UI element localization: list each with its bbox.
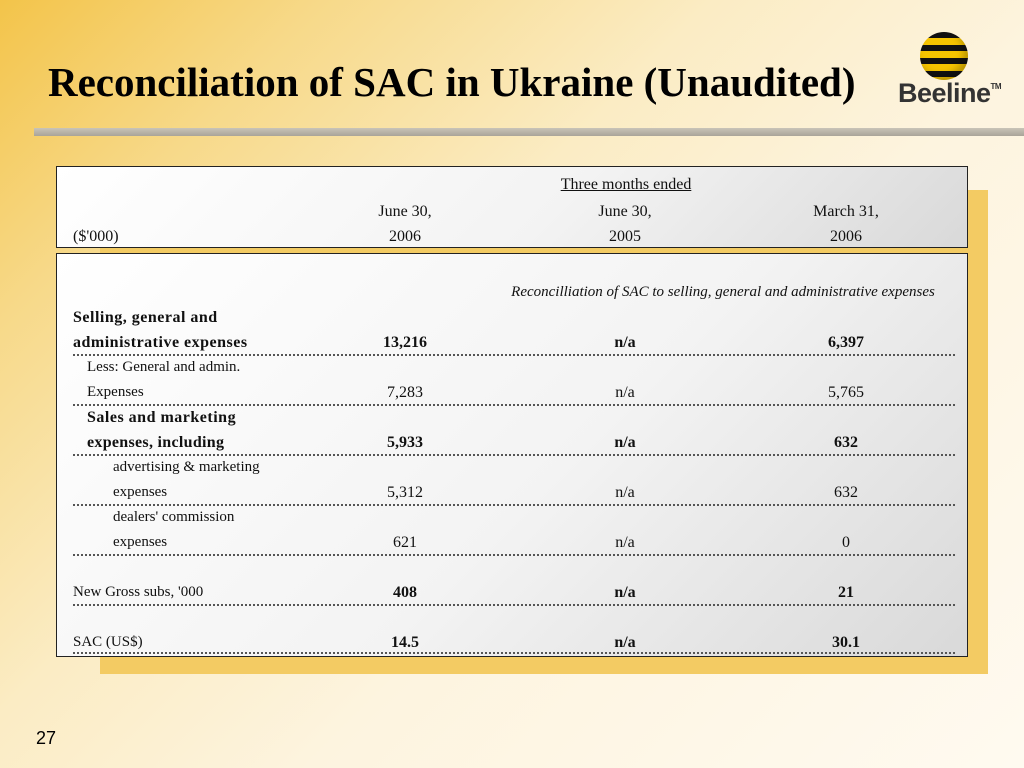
beeline-logo: BeelineTM: [898, 30, 1008, 112]
row-label-line2: New Gross subs, '000: [73, 584, 204, 600]
row-divider: [73, 404, 955, 406]
row-label-line2: administrative expenses: [73, 334, 248, 351]
col1-line1: June 30,: [378, 203, 432, 220]
row-label-line2: expenses, including: [87, 434, 225, 451]
row-label-line1: Selling, general and: [73, 309, 218, 326]
period-label: Three months ended: [560, 176, 692, 193]
row-divider: [73, 454, 955, 456]
cell-value: 6,397: [828, 334, 864, 351]
cell-value: 632: [834, 434, 858, 451]
cell-value: n/a: [614, 434, 636, 451]
cell-value: n/a: [614, 334, 636, 351]
row-label-line1: Sales and marketing: [87, 409, 237, 426]
col3-line2: 2006: [830, 228, 862, 245]
row-label-line1: dealers' commission: [113, 509, 235, 525]
col3-line1: March 31,: [813, 203, 879, 220]
row-divider: [73, 604, 955, 606]
title-divider: [34, 128, 1024, 136]
col2-line1: June 30,: [598, 203, 652, 220]
cell-value: 632: [834, 484, 858, 501]
row-label-line2: expenses: [113, 534, 168, 550]
cell-value: 7,283: [387, 384, 423, 401]
unit-label: ($'000): [73, 228, 119, 245]
row-label-line1: Less: General and admin.: [87, 359, 241, 375]
logo-text: Beeline: [898, 78, 991, 108]
cell-value: 0: [842, 534, 850, 551]
cell-value: n/a: [615, 484, 635, 501]
cell-value: 408: [393, 584, 417, 601]
cell-value: 5,765: [828, 384, 864, 401]
table-body: Reconcilliation of SAC to selling, gener…: [56, 253, 968, 657]
cell-value: 5,933: [387, 434, 423, 451]
cell-value: n/a: [615, 384, 635, 401]
cell-value: n/a: [614, 634, 636, 651]
cell-value: 30.1: [832, 634, 860, 651]
cell-value: 13,216: [383, 334, 427, 351]
page-title: Reconciliation of SAC in Ukraine (Unaudi…: [48, 59, 856, 105]
col2-line2: 2005: [609, 228, 641, 245]
cell-value: 14.5: [391, 634, 419, 651]
logo-tm: TM: [990, 82, 1002, 91]
row-label-line1: advertising & marketing: [113, 459, 260, 475]
col1-line2: 2006: [389, 228, 421, 245]
row-label-line2: SAC (US$): [73, 634, 143, 650]
page-number: 27: [36, 728, 57, 748]
beeline-ball-icon: [920, 32, 968, 80]
table-header: Three months ended June 30, June 30, Mar…: [56, 166, 968, 248]
row-divider: [73, 504, 955, 506]
table-caption: Reconcilliation of SAC to selling, gener…: [511, 284, 935, 300]
cell-value: 21: [838, 584, 854, 601]
cell-value: 621: [393, 534, 417, 551]
row-divider: [73, 354, 955, 356]
row-label-line2: expenses: [113, 484, 168, 500]
cell-value: 5,312: [387, 484, 423, 501]
row-label-line2: Expenses: [87, 384, 144, 400]
cell-value: n/a: [615, 534, 635, 551]
row-divider: [73, 652, 955, 654]
row-divider: [73, 554, 955, 556]
cell-value: n/a: [614, 584, 636, 601]
